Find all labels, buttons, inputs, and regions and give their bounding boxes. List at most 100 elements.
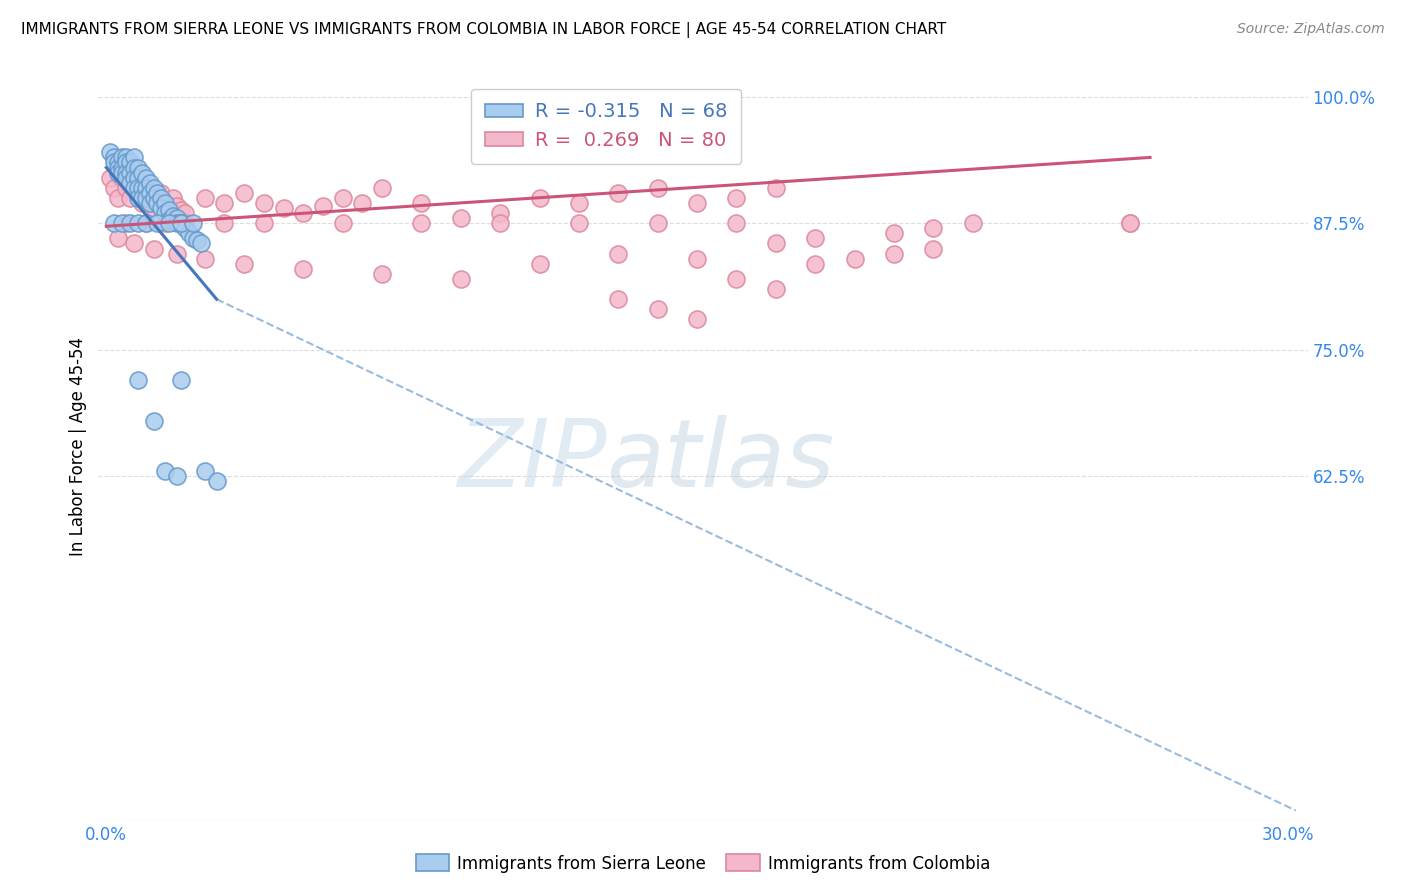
Legend: R = -0.315   N = 68, R =  0.269   N = 80: R = -0.315 N = 68, R = 0.269 N = 80 xyxy=(471,88,741,163)
Point xyxy=(607,246,630,260)
Point xyxy=(127,186,149,200)
Point xyxy=(170,373,193,387)
Point xyxy=(157,213,180,227)
Point xyxy=(765,181,787,195)
Point xyxy=(529,191,551,205)
Point xyxy=(647,181,669,195)
Point xyxy=(138,186,160,200)
Point xyxy=(166,199,188,213)
Point xyxy=(166,216,188,230)
Point xyxy=(607,292,630,306)
Point xyxy=(131,181,153,195)
Point xyxy=(111,216,134,230)
Point xyxy=(371,267,394,281)
Point xyxy=(127,373,149,387)
Text: Source: ZipAtlas.com: Source: ZipAtlas.com xyxy=(1237,22,1385,37)
Point xyxy=(115,155,138,169)
Point xyxy=(170,203,193,218)
Point xyxy=(146,191,169,205)
Point xyxy=(115,216,138,230)
Point xyxy=(725,272,748,286)
Point xyxy=(157,201,180,215)
Point xyxy=(647,302,669,317)
Point xyxy=(647,216,669,230)
Point xyxy=(127,170,149,185)
Text: atlas: atlas xyxy=(606,416,835,507)
Point xyxy=(107,166,129,180)
Point xyxy=(233,257,256,271)
Point xyxy=(233,186,256,200)
Point xyxy=(352,196,374,211)
Point xyxy=(107,161,129,175)
Point xyxy=(332,191,354,205)
Point xyxy=(292,206,315,220)
Point xyxy=(568,196,591,211)
Point xyxy=(922,242,945,256)
Point xyxy=(135,216,157,230)
Point xyxy=(98,145,121,160)
Point xyxy=(115,181,138,195)
Point xyxy=(103,150,125,164)
Point xyxy=(194,464,217,478)
Point xyxy=(170,216,193,230)
Point xyxy=(122,176,145,190)
Point xyxy=(489,216,512,230)
Point xyxy=(115,170,138,185)
Point xyxy=(146,216,169,230)
Point xyxy=(214,196,236,211)
Point xyxy=(253,216,276,230)
Point xyxy=(922,221,945,235)
Point xyxy=(118,155,141,169)
Point xyxy=(804,231,827,245)
Y-axis label: In Labor Force | Age 45-54: In Labor Force | Age 45-54 xyxy=(69,336,87,556)
Point xyxy=(118,176,141,190)
Point xyxy=(103,216,125,230)
Point xyxy=(127,191,149,205)
Point xyxy=(371,181,394,195)
Point xyxy=(162,191,184,205)
Point xyxy=(146,196,169,211)
Point xyxy=(138,196,160,211)
Point xyxy=(883,227,905,241)
Point xyxy=(174,216,197,230)
Point xyxy=(150,191,173,205)
Point xyxy=(115,166,138,180)
Point xyxy=(186,234,208,248)
Point xyxy=(111,161,134,175)
Point xyxy=(181,231,204,245)
Point xyxy=(142,191,165,205)
Point xyxy=(194,191,217,205)
Point xyxy=(111,166,134,180)
Point xyxy=(177,227,200,241)
Point xyxy=(214,216,236,230)
Point xyxy=(844,252,866,266)
Point xyxy=(107,231,129,245)
Point xyxy=(686,312,709,326)
Point xyxy=(157,203,180,218)
Point xyxy=(138,176,160,190)
Point xyxy=(135,170,157,185)
Point xyxy=(765,282,787,296)
Point xyxy=(155,206,177,220)
Point xyxy=(107,155,129,169)
Point xyxy=(489,206,512,220)
Point xyxy=(292,261,315,276)
Point xyxy=(98,170,121,185)
Point xyxy=(142,242,165,256)
Point xyxy=(150,186,173,200)
Point xyxy=(194,252,217,266)
Point xyxy=(411,216,433,230)
Point xyxy=(122,170,145,185)
Point xyxy=(142,414,165,428)
Point xyxy=(122,150,145,164)
Point xyxy=(253,196,276,211)
Point xyxy=(118,216,141,230)
Point xyxy=(962,216,984,230)
Point xyxy=(1119,216,1142,230)
Point xyxy=(115,150,138,164)
Point xyxy=(166,211,188,226)
Point xyxy=(205,475,228,489)
Point xyxy=(122,236,145,251)
Point xyxy=(155,196,177,211)
Point xyxy=(155,216,177,230)
